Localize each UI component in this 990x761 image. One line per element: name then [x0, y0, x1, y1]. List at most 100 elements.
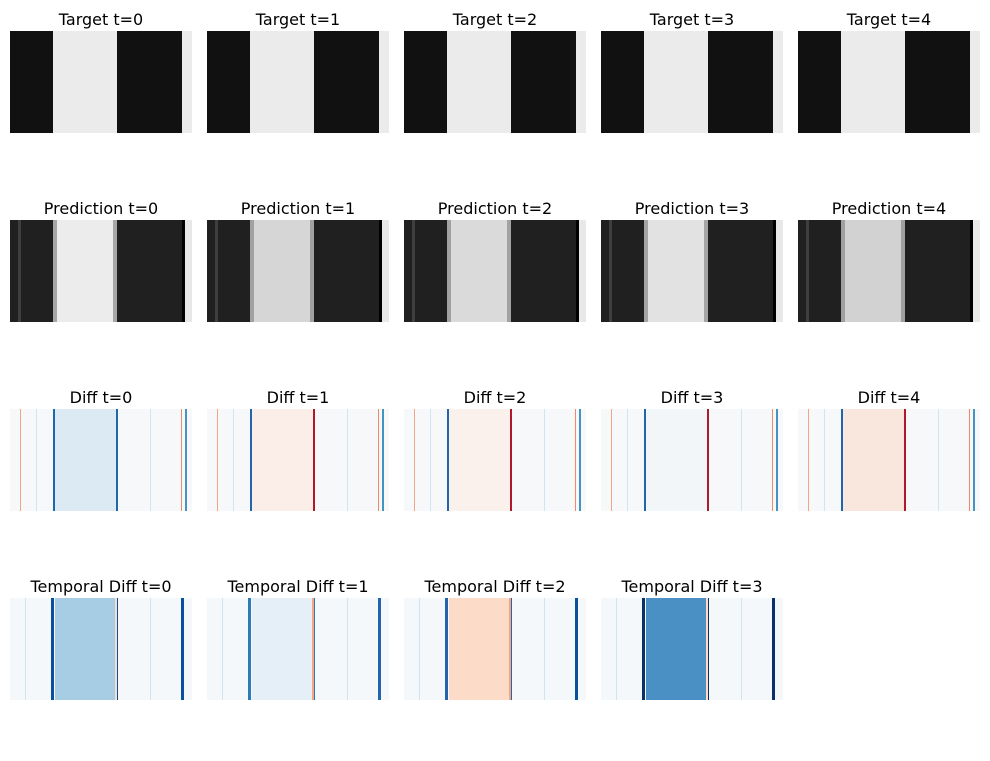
prediction-edge-blur [644, 220, 648, 322]
prediction-right-fringe [776, 220, 783, 322]
target-dark-stripe [798, 31, 841, 133]
target-heatmap [404, 31, 586, 133]
panel-title: Target t=1 [255, 10, 341, 29]
diff-artifact-line [772, 409, 773, 511]
prediction-edge-blur [901, 220, 905, 322]
target-dark-stripe [708, 31, 773, 133]
prediction-edge-blur [507, 220, 511, 322]
target-heatmap [207, 31, 389, 133]
diff-edge-line [313, 409, 315, 511]
temporal-diff-edge-line [312, 598, 314, 700]
temporal-diff-artifact-line [616, 598, 617, 700]
temporal-diff-edge-line [642, 598, 645, 700]
diff-artifact-line [544, 409, 545, 511]
panel-title: Diff t=2 [463, 388, 527, 407]
prediction-edge-band [379, 220, 382, 322]
diff-heatmap [798, 409, 980, 511]
diff-edge-line [116, 409, 118, 511]
temporal-diff-edge-line [575, 598, 578, 700]
temporal-diff-edge-line [115, 598, 117, 700]
panel-title: Target t=2 [452, 10, 538, 29]
temporal-diff-artifact-line [347, 598, 348, 700]
target-dark-stripe [117, 31, 182, 133]
temporal-diff-heatmap [404, 598, 586, 700]
diff-edge-line [53, 409, 55, 511]
temporal-diff-artifact-line [419, 598, 420, 700]
target-dark-stripe [404, 31, 447, 133]
diff-artifact-line [824, 409, 825, 511]
diff-center-band [55, 409, 117, 511]
diff-edge-line [510, 409, 512, 511]
prediction-heatmap [798, 220, 980, 322]
panel-title: Prediction t=0 [43, 199, 159, 218]
prediction-edge-blur [806, 220, 809, 322]
diff-artifact-line [414, 409, 415, 511]
diff-center-band [449, 409, 511, 511]
diff-artifact-line [181, 409, 182, 511]
prediction-dark-stripe [798, 220, 841, 322]
diff-edge-line [904, 409, 906, 511]
diff-center-band [843, 409, 905, 511]
prediction-right-fringe [185, 220, 192, 322]
prediction-heatmap [10, 220, 192, 322]
panel-title: Prediction t=1 [240, 199, 356, 218]
target-heatmap [601, 31, 783, 133]
temporal-diff-edge-line [511, 598, 512, 700]
prediction-edge-blur [113, 220, 117, 322]
diff-artifact-line [233, 409, 234, 511]
temporal-diff-edge-line [706, 598, 708, 700]
temporal-diff-edge-line [378, 598, 381, 700]
temporal-diff-center-band [646, 598, 708, 700]
diff-artifact-line [382, 409, 384, 511]
prediction-heatmap [404, 220, 586, 322]
prediction-edge-blur [310, 220, 314, 322]
temporal-diff-center-band [449, 598, 511, 700]
temporal-diff-artifact-line [222, 598, 223, 700]
panel-title: Diff t=0 [69, 388, 133, 407]
temporal-diff-edge-line [51, 598, 54, 700]
diff-edge-line [447, 409, 449, 511]
prediction-dark-stripe [708, 220, 773, 322]
panel-title: Prediction t=2 [437, 199, 553, 218]
prediction-edge-blur [447, 220, 451, 322]
temporal-diff-center-band [252, 598, 314, 700]
diff-artifact-line [776, 409, 778, 511]
prediction-dark-stripe [207, 220, 250, 322]
prediction-edge-blur [412, 220, 415, 322]
diff-artifact-line [627, 409, 628, 511]
diff-edge-line [707, 409, 709, 511]
diff-artifact-line [969, 409, 970, 511]
target-dark-stripe [314, 31, 379, 133]
prediction-edge-blur [704, 220, 708, 322]
target-heatmap [798, 31, 980, 133]
diff-center-band [646, 409, 708, 511]
target-dark-stripe [511, 31, 576, 133]
diff-artifact-line [347, 409, 348, 511]
prediction-dark-stripe [905, 220, 970, 322]
diff-artifact-line [611, 409, 612, 511]
prediction-edge-band [182, 220, 185, 322]
diff-edge-line [644, 409, 646, 511]
temporal-diff-edge-line [509, 598, 511, 700]
prediction-edge-blur [18, 220, 21, 322]
temporal-diff-heatmap [207, 598, 389, 700]
diff-artifact-line [575, 409, 576, 511]
panel-title: Prediction t=3 [634, 199, 750, 218]
panel-title: Target t=0 [58, 10, 144, 29]
prediction-right-fringe [382, 220, 389, 322]
temporal-diff-edge-line [314, 598, 315, 700]
diff-artifact-line [20, 409, 21, 511]
diff-center-band [252, 409, 314, 511]
diff-artifact-line [430, 409, 431, 511]
prediction-dark-stripe [117, 220, 182, 322]
diff-edge-line [250, 409, 252, 511]
prediction-edge-blur [250, 220, 254, 322]
diff-artifact-line [808, 409, 809, 511]
prediction-right-fringe [579, 220, 586, 322]
prediction-heatmap [601, 220, 783, 322]
temporal-diff-edge-line [248, 598, 251, 700]
diff-artifact-line [378, 409, 379, 511]
diff-artifact-line [217, 409, 218, 511]
temporal-diff-edge-line [181, 598, 184, 700]
diff-heatmap [404, 409, 586, 511]
